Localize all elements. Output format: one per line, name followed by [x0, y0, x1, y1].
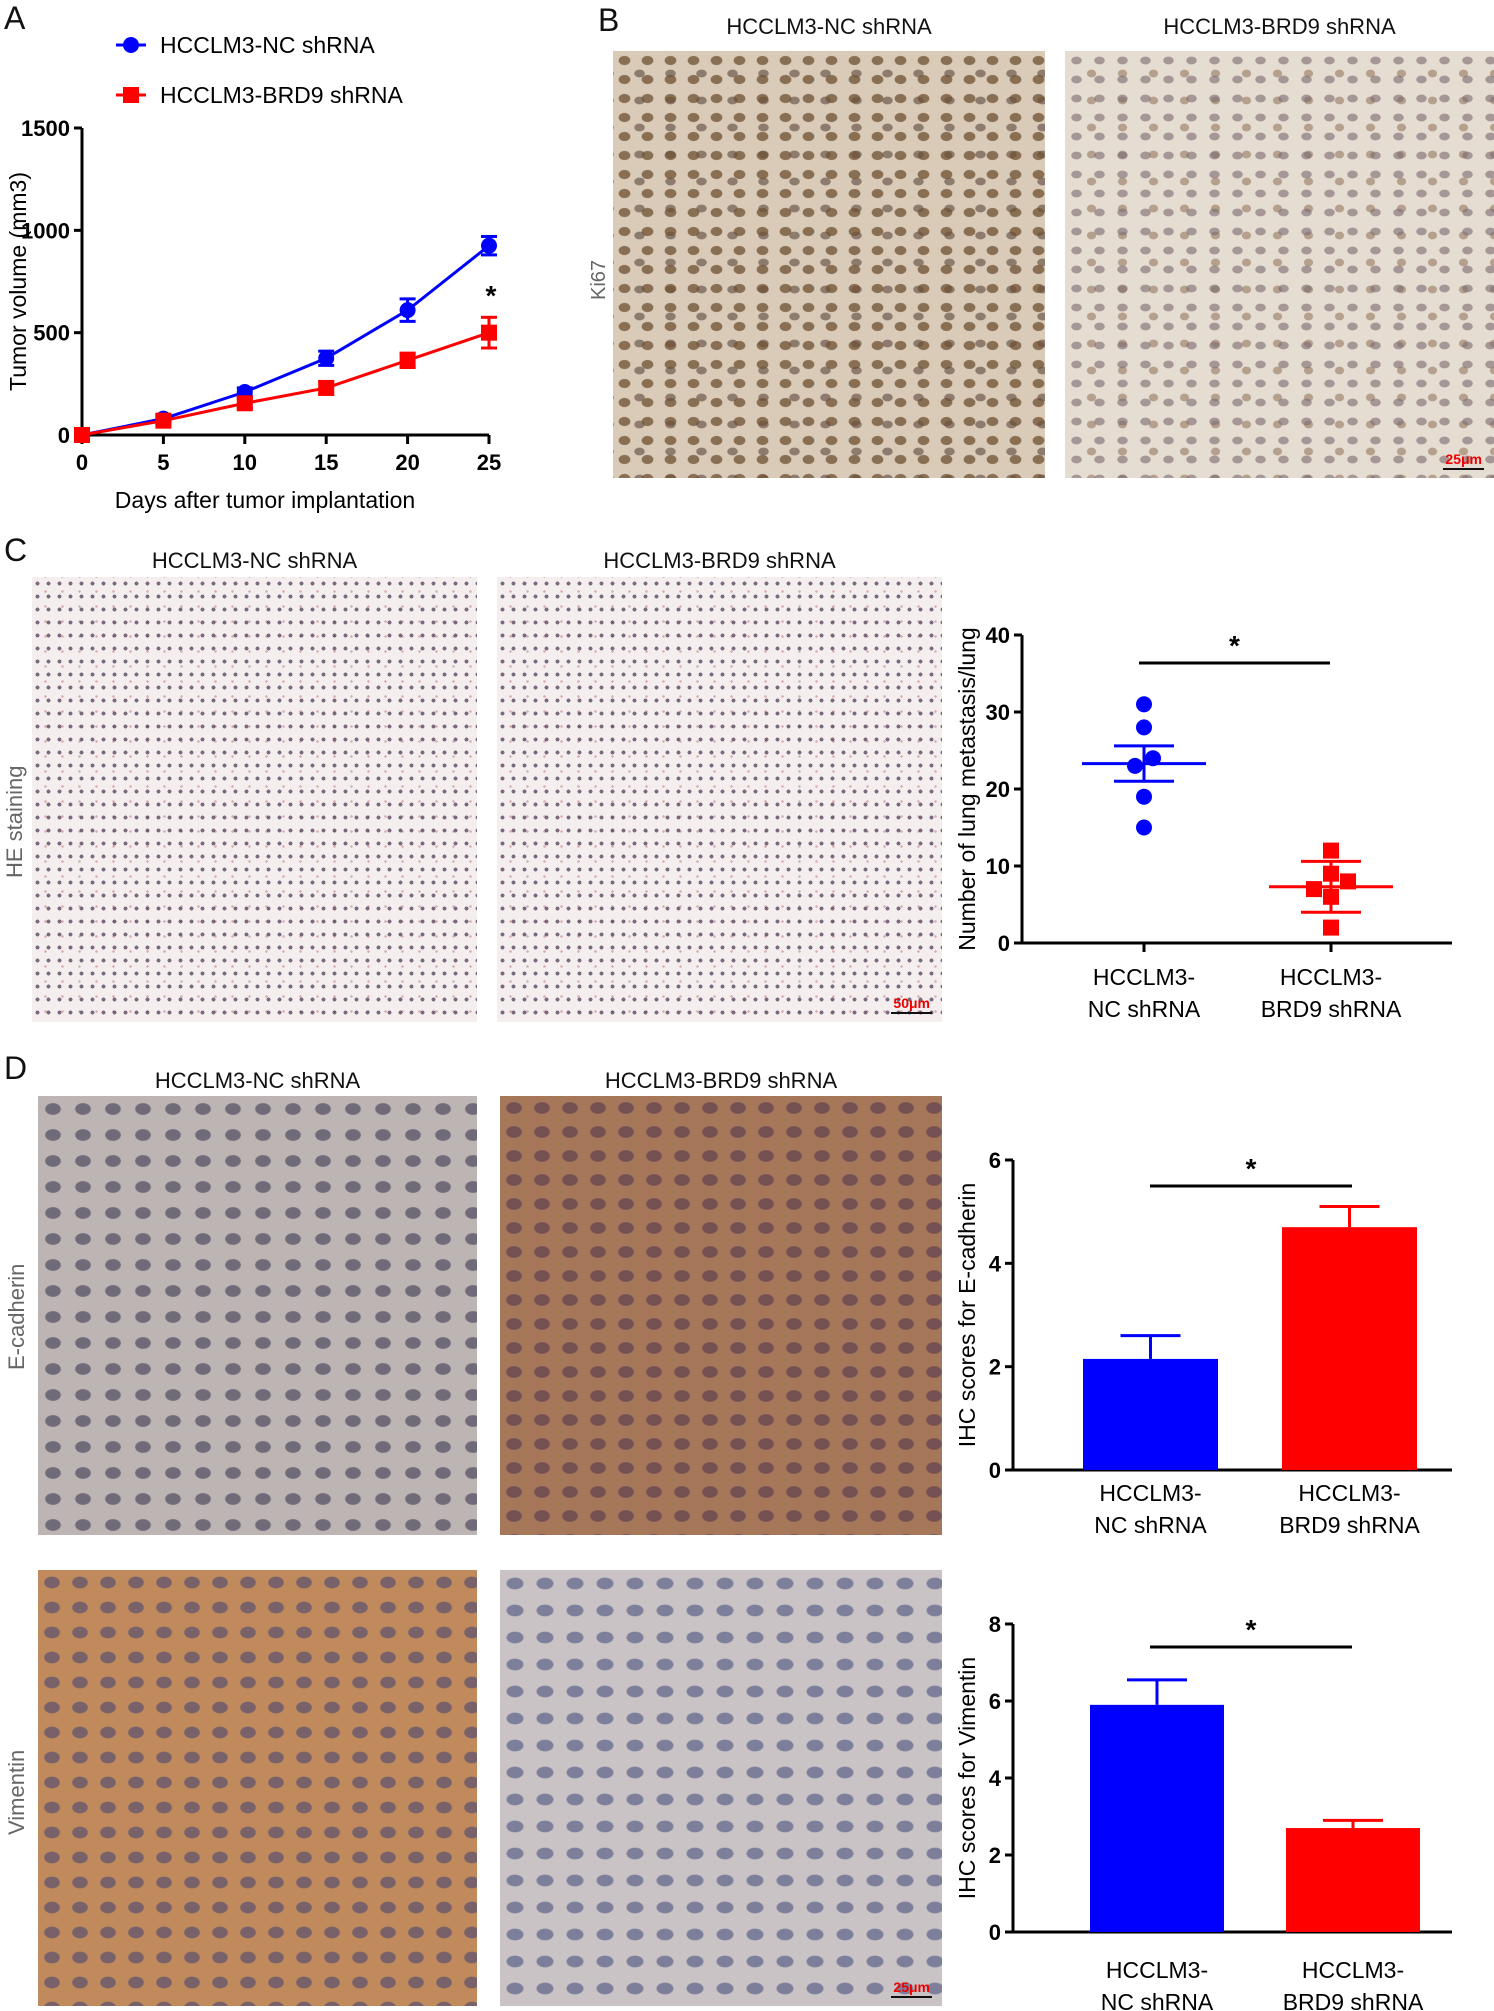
scale-bar: 25μm	[1443, 451, 1484, 470]
x-axis-title: Days after tumor implantation	[115, 487, 415, 513]
panel-letter-c: C	[4, 532, 28, 568]
scale-bar: 25μm	[891, 1979, 932, 1998]
y-tick-label: 8	[989, 1612, 1001, 1637]
y-tick-label: 0	[998, 931, 1010, 956]
c-title-nc: HCCLM3-NC shRNA	[151, 548, 358, 573]
category-label: HCCLM3-	[1298, 1480, 1400, 1506]
vimentin-brd9-micrograph: 25μm	[500, 1570, 942, 2006]
category-label: BRD9 shRNA	[1279, 1512, 1420, 1538]
y-tick-label: 40	[986, 623, 1010, 648]
category-label: HCCLM3-	[1099, 1480, 1201, 1506]
bar	[1282, 1227, 1417, 1470]
y-tick-label: 6	[989, 1148, 1001, 1173]
data-point	[1323, 842, 1339, 859]
data-point	[236, 395, 253, 412]
b-title-nc: HCCLM3-NC shRNA	[726, 14, 932, 39]
data-point	[318, 350, 335, 367]
series-line	[81, 331, 490, 437]
y-tick-label: 10	[986, 854, 1010, 879]
ecadherin-nc-micrograph	[38, 1096, 477, 1535]
data-point	[481, 237, 497, 254]
c-title-brd9: HCCLM3-BRD9 shRNA	[603, 548, 836, 573]
data-point	[1136, 819, 1152, 836]
data-point	[155, 412, 172, 429]
category-label: NC shRNA	[1094, 1512, 1207, 1538]
y-tick-label: 2	[989, 1843, 1001, 1868]
x-tick-label: 10	[233, 450, 257, 475]
y-tick-label: 4	[989, 1251, 1002, 1276]
data-point	[1136, 788, 1152, 805]
x-tick-label: 15	[314, 450, 338, 475]
data-point	[1323, 919, 1339, 936]
data-point	[1136, 719, 1152, 736]
x-tick-label: 20	[395, 450, 419, 475]
y-tick-label: 0	[989, 1458, 1001, 1483]
ki67-brd9-micrograph: 25μm	[1065, 51, 1494, 478]
data-point	[399, 302, 416, 319]
data-point	[1127, 757, 1143, 774]
y-axis-title: IHC scores for Vimentin	[954, 1657, 980, 1899]
he-brd9-micrograph: 50μm	[497, 577, 942, 1022]
significance-star: *	[486, 280, 497, 311]
x-tick-label: 25	[477, 450, 501, 475]
data-point	[399, 352, 416, 369]
y-tick-label: 4	[989, 1766, 1002, 1791]
data-point	[1306, 881, 1322, 898]
bar	[1286, 1828, 1420, 1932]
significance-star: *	[1229, 630, 1240, 661]
y-tick-label: 0	[989, 1920, 1001, 1945]
category-label: HCCLM3-	[1280, 964, 1382, 990]
y-tick-label: 1500	[21, 116, 70, 141]
bar	[1083, 1358, 1218, 1470]
y-tick-label: 20	[986, 777, 1010, 802]
data-point	[481, 324, 497, 341]
y-tick-label: 0	[58, 423, 70, 448]
category-label: BRD9 shRNA	[1283, 1989, 1424, 2011]
y-tick-label: 1000	[21, 218, 70, 243]
significance-star: *	[1246, 1153, 1257, 1184]
ecadherin-brd9-micrograph	[500, 1096, 942, 1535]
y-tick-label: 6	[989, 1689, 1001, 1714]
y-axis-title: IHC scores for E-cadherin	[954, 1183, 980, 1448]
y-tick-label: 2	[989, 1355, 1001, 1380]
category-label: NC shRNA	[1088, 996, 1201, 1022]
panel-letter-d: D	[4, 1050, 28, 1086]
scale-bar: 50μm	[891, 995, 932, 1014]
y-tick-label: 500	[33, 321, 70, 346]
d-title-brd9: HCCLM3-BRD9 shRNA	[604, 1068, 838, 1093]
data-point	[1136, 696, 1152, 713]
category-label: HCCLM3-	[1093, 964, 1195, 990]
tumor-volume-line-chart: 0 500 1000 1500 Tumor volume (mm3) 0 5 10 15 20 25…	[5, 32, 501, 513]
y-axis-title: Number of lung metastasis/lung	[954, 627, 980, 950]
he-nc-micrograph	[32, 577, 477, 1022]
legend-marker	[123, 37, 139, 53]
vimentin-bar-chart: 0 2 4 6 8 IHC scores for Vimentin * HCCLM3- NC s…	[954, 1612, 1452, 2011]
category-label: HCCLM3-	[1106, 1957, 1208, 1983]
panel-letter-a: A	[4, 0, 26, 36]
legend-label: HCCLM3-BRD9 shRNA	[160, 82, 403, 108]
y-axis-title: Tumor volume (mm3)	[5, 172, 31, 391]
category-label: NC shRNA	[1101, 1989, 1214, 2011]
legend-marker	[123, 87, 139, 103]
bar	[1090, 1704, 1224, 1932]
ecadherin-bar-chart: 0 2 4 6 IHC scores for E-cadherin * HCCLM3- NC …	[954, 1148, 1452, 1538]
y-tick-label: 30	[986, 700, 1010, 725]
ki67-nc-micrograph	[613, 51, 1045, 478]
b-title-brd9: HCCLM3-BRD9 shRNA	[1163, 14, 1396, 39]
x-tick-label: 5	[157, 450, 169, 475]
data-point	[74, 427, 90, 443]
d-title-nc: HCCLM3-NC shRNA	[154, 1068, 361, 1093]
legend-label: HCCLM3-NC shRNA	[160, 32, 375, 58]
data-point	[318, 379, 335, 396]
category-label: BRD9 shRNA	[1261, 996, 1402, 1022]
significance-star: *	[1246, 1614, 1257, 1645]
category-label: HCCLM3-	[1302, 1957, 1404, 1983]
panel-letter-b: B	[598, 2, 620, 38]
series-line	[81, 244, 490, 437]
x-tick-label: 0	[76, 450, 88, 475]
vimentin-nc-micrograph	[38, 1570, 477, 2006]
